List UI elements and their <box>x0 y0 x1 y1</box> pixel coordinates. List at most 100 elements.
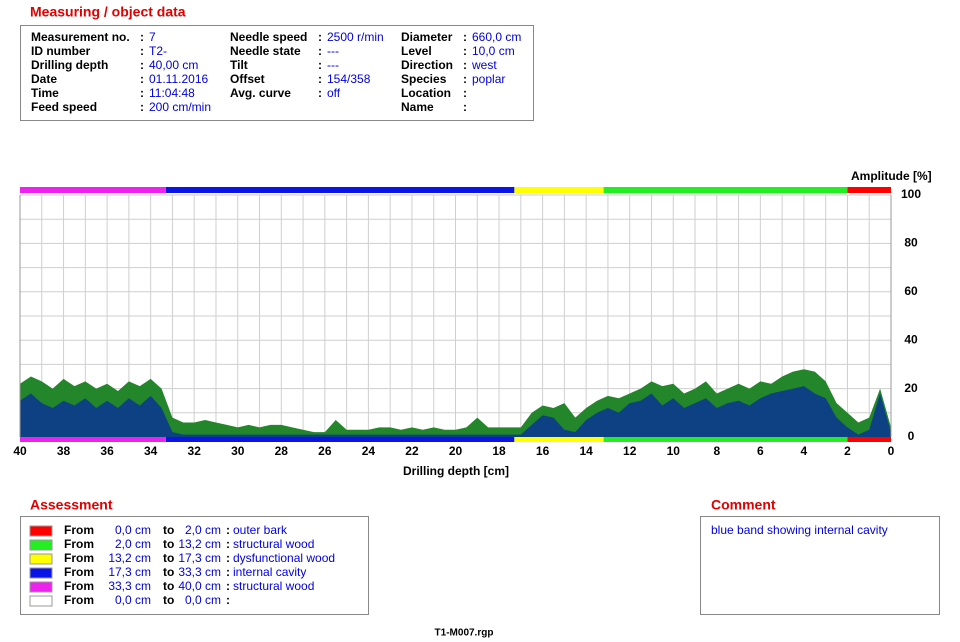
info-value: 660,0 cm <box>472 30 521 44</box>
info-value: 2500 r/min <box>327 30 384 44</box>
zone-band <box>165 437 515 442</box>
x-tick-label: 30 <box>231 444 245 458</box>
from-value: 0,0 cm <box>115 523 151 537</box>
info-value: 11:04:48 <box>149 86 195 100</box>
separator: : <box>318 72 322 86</box>
info-value: --- <box>327 58 339 72</box>
info-label: ID number <box>31 44 91 58</box>
x-tick-label: 36 <box>100 444 114 458</box>
from-label: From <box>64 593 94 607</box>
x-tick-label: 8 <box>713 444 720 458</box>
x-tick-label: 0 <box>888 444 895 458</box>
info-label: Feed speed <box>31 100 97 114</box>
separator: : <box>463 44 467 58</box>
separator: : <box>226 565 230 579</box>
info-label: Offset <box>230 72 265 86</box>
section-title: Assessment <box>30 497 113 513</box>
x-tick-label: 2 <box>844 444 851 458</box>
info-label: Date <box>31 72 57 86</box>
separator: : <box>463 86 467 100</box>
info-value: 40,00 cm <box>149 58 198 72</box>
separator: : <box>140 44 144 58</box>
separator: : <box>226 593 230 607</box>
info-label: Needle speed <box>230 30 307 44</box>
separator: : <box>463 72 467 86</box>
info-label: Level <box>401 44 432 58</box>
info-value: 7 <box>149 30 156 44</box>
x-tick-label: 40 <box>13 444 27 458</box>
section-title: Measuring / object data <box>30 4 186 20</box>
zone-band <box>514 187 604 193</box>
separator: : <box>140 58 144 72</box>
x-tick-label: 12 <box>623 444 637 458</box>
to-label: to <box>163 551 174 565</box>
x-tick-label: 14 <box>579 444 593 458</box>
x-tick-label: 28 <box>275 444 289 458</box>
y-axis-label: Amplitude [%] <box>851 169 932 183</box>
x-tick-label: 20 <box>449 444 463 458</box>
x-tick-label: 32 <box>188 444 202 458</box>
zone-description: internal cavity <box>233 565 306 579</box>
to-value: 33,3 cm <box>178 565 221 579</box>
zone-band <box>847 437 891 442</box>
y-tick-label: 60 <box>904 284 918 298</box>
info-value: T2- <box>149 44 167 58</box>
from-value: 2,0 cm <box>115 537 151 551</box>
x-axis-label: Drilling depth [cm] <box>403 464 509 478</box>
x-tick-label: 26 <box>318 444 332 458</box>
legend-swatch <box>29 567 53 579</box>
zone-description: outer bark <box>233 523 288 537</box>
info-value: 10,0 cm <box>472 44 515 58</box>
to-label: to <box>163 579 174 593</box>
info-value: --- <box>327 44 339 58</box>
x-tick-label: 18 <box>492 444 506 458</box>
y-tick-label: 80 <box>904 236 918 250</box>
zone-band <box>514 437 604 442</box>
zone-description: structural wood <box>233 579 314 593</box>
separator: : <box>318 58 322 72</box>
from-value: 33,3 cm <box>108 579 151 593</box>
from-value: 13,2 cm <box>108 551 151 565</box>
y-tick-label: 0 <box>908 429 915 443</box>
from-value: 17,3 cm <box>108 565 151 579</box>
separator: : <box>226 523 230 537</box>
from-label: From <box>64 523 94 537</box>
to-label: to <box>163 565 174 579</box>
legend-swatch <box>29 539 53 551</box>
x-tick-label: 24 <box>362 444 376 458</box>
info-label: Tilt <box>230 58 248 72</box>
legend-swatch <box>29 581 53 593</box>
from-label: From <box>64 579 94 593</box>
separator: : <box>463 100 467 114</box>
info-value: 154/358 <box>327 72 371 86</box>
info-value: west <box>471 58 497 72</box>
separator: : <box>140 100 144 114</box>
from-value: 0,0 cm <box>115 593 151 607</box>
separator: : <box>318 44 322 58</box>
info-label: Direction <box>401 58 453 72</box>
zone-band <box>603 437 848 442</box>
zone-band <box>847 187 891 193</box>
section-title: Comment <box>711 497 776 513</box>
x-tick-label: 22 <box>405 444 419 458</box>
from-label: From <box>64 551 94 565</box>
info-box <box>20 25 534 121</box>
to-value: 0,0 cm <box>185 593 221 607</box>
file-name: T1-M007.rgp <box>435 628 494 639</box>
x-tick-label: 10 <box>667 444 681 458</box>
info-value: 01.11.2016 <box>149 72 208 86</box>
zone-description: dysfunctional wood <box>233 551 335 565</box>
x-tick-label: 4 <box>801 444 808 458</box>
to-label: to <box>163 593 174 607</box>
legend-swatch <box>29 525 53 537</box>
to-value: 13,2 cm <box>178 537 221 551</box>
comment-box <box>700 516 940 615</box>
info-label: Location <box>401 86 451 100</box>
separator: : <box>140 30 144 44</box>
x-tick-label: 34 <box>144 444 158 458</box>
to-value: 40,0 cm <box>178 579 221 593</box>
legend-swatch <box>29 553 53 565</box>
from-label: From <box>64 537 94 551</box>
to-label: to <box>163 523 174 537</box>
